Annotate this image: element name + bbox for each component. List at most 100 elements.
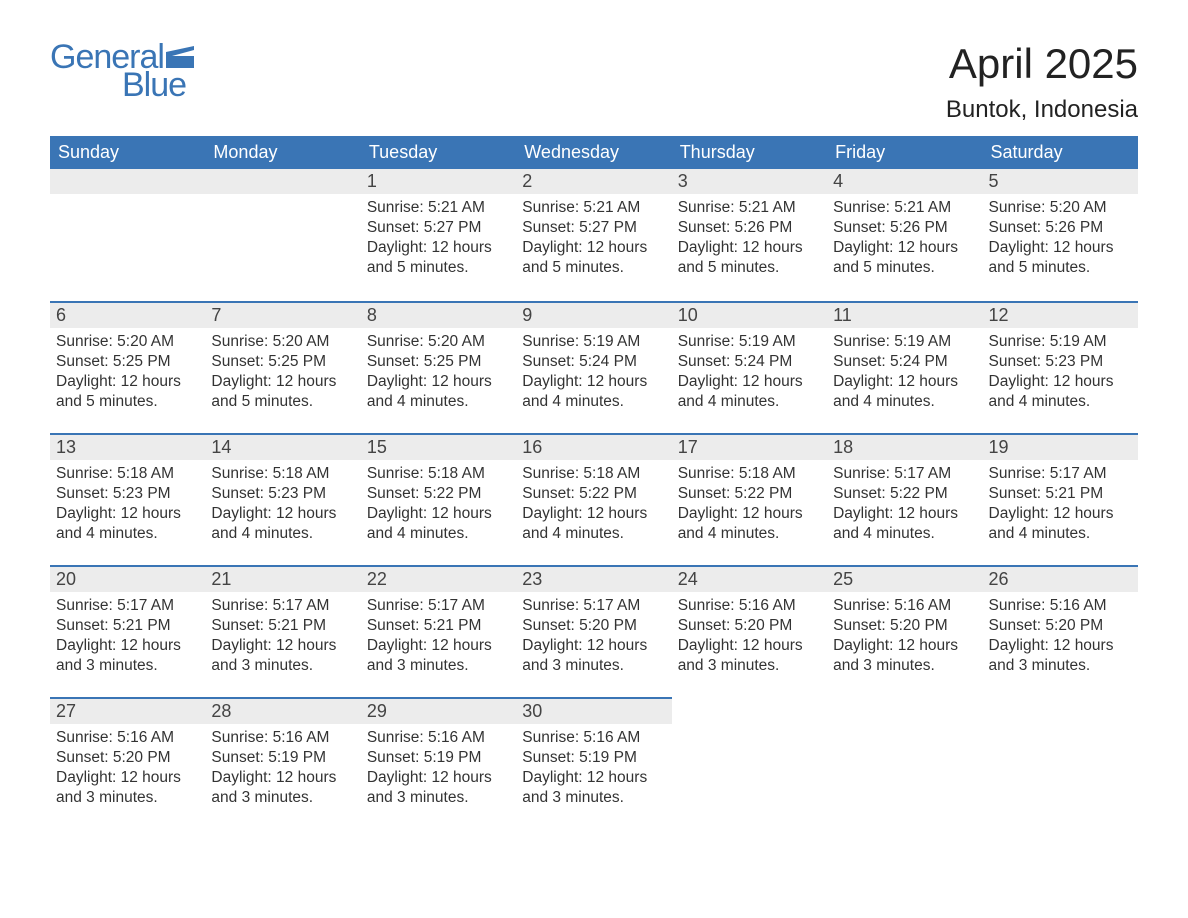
calendar-cell [205,169,360,301]
day-header: Thursday [672,136,827,169]
calendar-cell: 16Sunrise: 5:18 AMSunset: 5:22 PMDayligh… [516,433,671,565]
day-details: Sunrise: 5:20 AMSunset: 5:25 PMDaylight:… [361,328,516,421]
day-details: Sunrise: 5:20 AMSunset: 5:25 PMDaylight:… [205,328,360,421]
day-details: Sunrise: 5:16 AMSunset: 5:20 PMDaylight:… [50,724,205,817]
sunrise-line: Sunrise: 5:17 AM [211,596,354,616]
sunrise-line: Sunrise: 5:20 AM [56,332,199,352]
day-header: Friday [827,136,982,169]
calendar-cell: 15Sunrise: 5:18 AMSunset: 5:22 PMDayligh… [361,433,516,565]
page-header: General Blue April 2025 Buntok, Indonesi… [50,40,1138,124]
day-details: Sunrise: 5:16 AMSunset: 5:19 PMDaylight:… [361,724,516,817]
daylight-line: Daylight: 12 hours and 3 minutes. [367,636,510,676]
sunrise-line: Sunrise: 5:19 AM [522,332,665,352]
day-details: Sunrise: 5:16 AMSunset: 5:20 PMDaylight:… [672,592,827,685]
calendar-week-row: 6Sunrise: 5:20 AMSunset: 5:25 PMDaylight… [50,301,1138,433]
daylight-line: Daylight: 12 hours and 4 minutes. [56,504,199,544]
daylight-line: Daylight: 12 hours and 3 minutes. [678,636,821,676]
day-details: Sunrise: 5:21 AMSunset: 5:27 PMDaylight:… [516,194,671,287]
calendar-cell: 5Sunrise: 5:20 AMSunset: 5:26 PMDaylight… [983,169,1138,301]
title-block: April 2025 Buntok, Indonesia [946,40,1138,124]
day-number: 9 [516,301,671,328]
sunset-line: Sunset: 5:20 PM [678,616,821,636]
calendar-cell: 2Sunrise: 5:21 AMSunset: 5:27 PMDaylight… [516,169,671,301]
daylight-line: Daylight: 12 hours and 4 minutes. [678,504,821,544]
sunrise-line: Sunrise: 5:17 AM [367,596,510,616]
day-details: Sunrise: 5:16 AMSunset: 5:20 PMDaylight:… [827,592,982,685]
sunrise-line: Sunrise: 5:18 AM [56,464,199,484]
day-details: Sunrise: 5:16 AMSunset: 5:19 PMDaylight:… [516,724,671,817]
day-details: Sunrise: 5:17 AMSunset: 5:21 PMDaylight:… [50,592,205,685]
sunrise-line: Sunrise: 5:16 AM [522,728,665,748]
day-number: 23 [516,565,671,592]
day-number: 1 [361,169,516,194]
day-details: Sunrise: 5:19 AMSunset: 5:24 PMDaylight:… [672,328,827,421]
sunrise-line: Sunrise: 5:16 AM [56,728,199,748]
day-details: Sunrise: 5:18 AMSunset: 5:22 PMDaylight:… [516,460,671,553]
calendar-cell: 4Sunrise: 5:21 AMSunset: 5:26 PMDaylight… [827,169,982,301]
sunrise-line: Sunrise: 5:19 AM [678,332,821,352]
sunset-line: Sunset: 5:27 PM [367,218,510,238]
daylight-line: Daylight: 12 hours and 3 minutes. [211,636,354,676]
sunset-line: Sunset: 5:23 PM [211,484,354,504]
daylight-line: Daylight: 12 hours and 4 minutes. [989,372,1132,412]
daylight-line: Daylight: 12 hours and 3 minutes. [211,768,354,808]
calendar-cell: 26Sunrise: 5:16 AMSunset: 5:20 PMDayligh… [983,565,1138,697]
empty-day-header [50,169,205,194]
sunset-line: Sunset: 5:23 PM [56,484,199,504]
sunset-line: Sunset: 5:26 PM [989,218,1132,238]
daylight-line: Daylight: 12 hours and 4 minutes. [833,372,976,412]
sunrise-line: Sunrise: 5:19 AM [989,332,1132,352]
calendar-cell: 11Sunrise: 5:19 AMSunset: 5:24 PMDayligh… [827,301,982,433]
sunset-line: Sunset: 5:25 PM [211,352,354,372]
calendar-cell: 13Sunrise: 5:18 AMSunset: 5:23 PMDayligh… [50,433,205,565]
sunset-line: Sunset: 5:25 PM [367,352,510,372]
daylight-line: Daylight: 12 hours and 4 minutes. [833,504,976,544]
calendar-cell: 7Sunrise: 5:20 AMSunset: 5:25 PMDaylight… [205,301,360,433]
daylight-line: Daylight: 12 hours and 4 minutes. [678,372,821,412]
day-number: 6 [50,301,205,328]
calendar-cell: 30Sunrise: 5:16 AMSunset: 5:19 PMDayligh… [516,697,671,829]
daylight-line: Daylight: 12 hours and 4 minutes. [522,504,665,544]
calendar-cell [827,697,982,829]
sunrise-line: Sunrise: 5:17 AM [833,464,976,484]
calendar-week-row: 20Sunrise: 5:17 AMSunset: 5:21 PMDayligh… [50,565,1138,697]
daylight-line: Daylight: 12 hours and 5 minutes. [833,238,976,278]
sunset-line: Sunset: 5:20 PM [522,616,665,636]
day-number: 24 [672,565,827,592]
day-number: 21 [205,565,360,592]
sunset-line: Sunset: 5:21 PM [211,616,354,636]
day-details: Sunrise: 5:19 AMSunset: 5:24 PMDaylight:… [516,328,671,421]
day-details: Sunrise: 5:18 AMSunset: 5:22 PMDaylight:… [672,460,827,553]
day-details: Sunrise: 5:17 AMSunset: 5:21 PMDaylight:… [983,460,1138,553]
sunset-line: Sunset: 5:23 PM [989,352,1132,372]
calendar-week-row: 13Sunrise: 5:18 AMSunset: 5:23 PMDayligh… [50,433,1138,565]
day-number: 19 [983,433,1138,460]
sunrise-line: Sunrise: 5:18 AM [367,464,510,484]
sunrise-line: Sunrise: 5:20 AM [989,198,1132,218]
sunset-line: Sunset: 5:26 PM [678,218,821,238]
day-details: Sunrise: 5:18 AMSunset: 5:23 PMDaylight:… [50,460,205,553]
calendar-cell: 1Sunrise: 5:21 AMSunset: 5:27 PMDaylight… [361,169,516,301]
calendar-cell: 19Sunrise: 5:17 AMSunset: 5:21 PMDayligh… [983,433,1138,565]
calendar-cell: 21Sunrise: 5:17 AMSunset: 5:21 PMDayligh… [205,565,360,697]
sunrise-line: Sunrise: 5:21 AM [522,198,665,218]
sunrise-line: Sunrise: 5:20 AM [211,332,354,352]
month-title: April 2025 [946,40,1138,88]
day-details: Sunrise: 5:17 AMSunset: 5:21 PMDaylight:… [205,592,360,685]
sunrise-line: Sunrise: 5:17 AM [56,596,199,616]
sunset-line: Sunset: 5:24 PM [678,352,821,372]
day-number: 8 [361,301,516,328]
day-details: Sunrise: 5:21 AMSunset: 5:27 PMDaylight:… [361,194,516,287]
daylight-line: Daylight: 12 hours and 4 minutes. [367,372,510,412]
day-number: 11 [827,301,982,328]
calendar-cell: 28Sunrise: 5:16 AMSunset: 5:19 PMDayligh… [205,697,360,829]
day-details: Sunrise: 5:16 AMSunset: 5:20 PMDaylight:… [983,592,1138,685]
day-number: 4 [827,169,982,194]
day-header: Sunday [50,136,205,169]
sunset-line: Sunset: 5:20 PM [833,616,976,636]
sunrise-line: Sunrise: 5:16 AM [367,728,510,748]
day-number: 22 [361,565,516,592]
daylight-line: Daylight: 12 hours and 5 minutes. [211,372,354,412]
day-number: 25 [827,565,982,592]
day-header-row: SundayMondayTuesdayWednesdayThursdayFrid… [50,136,1138,169]
